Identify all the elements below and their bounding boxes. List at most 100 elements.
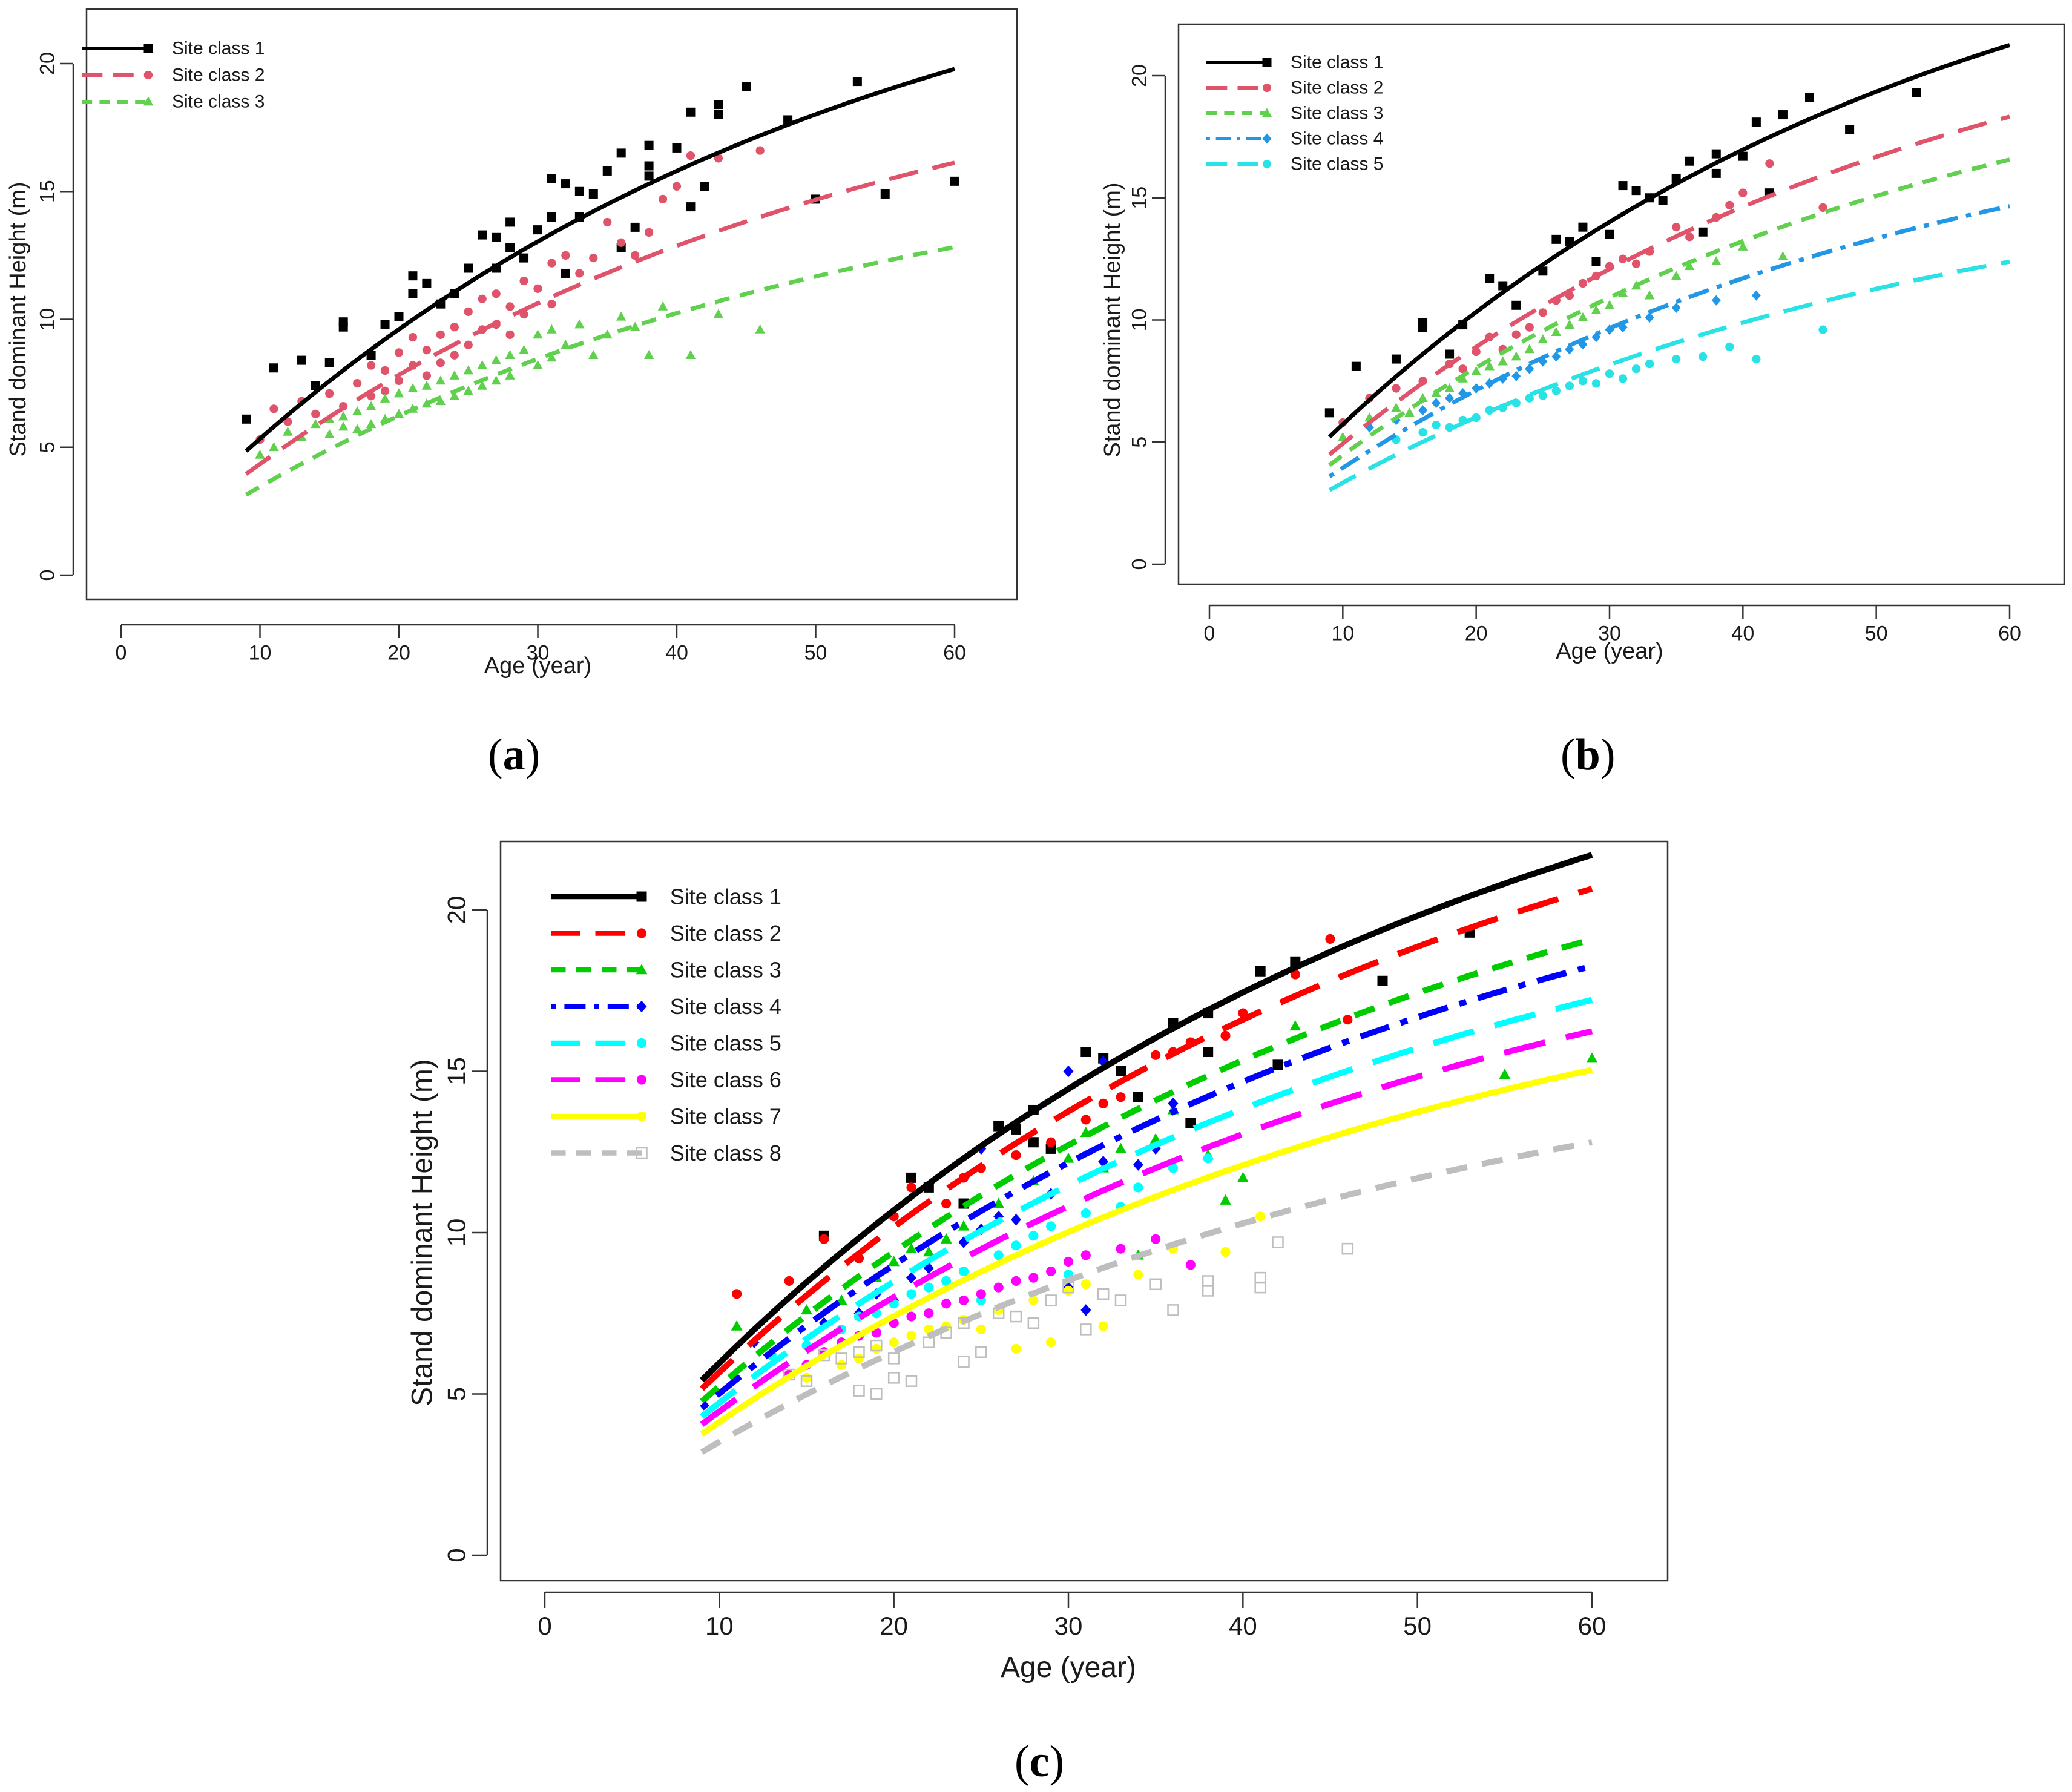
data-point [1133,1092,1143,1102]
data-point [1511,330,1521,339]
data-point [714,110,723,119]
data-point [941,1198,952,1209]
data-point [380,320,390,329]
data-point [1027,1317,1040,1329]
data-point [505,370,515,380]
data-point [1202,1285,1214,1297]
data-point [1080,1304,1091,1316]
data-point [1168,1163,1179,1173]
data-point [1080,1115,1091,1125]
legend-marker [1262,159,1272,169]
data-point [801,1372,812,1383]
legend-marker [143,96,154,106]
data-point [1391,354,1401,364]
data-point [1133,1159,1143,1171]
data-point [242,414,251,424]
data-point [1604,300,1615,309]
data-point [616,311,627,321]
data-point [1738,151,1748,161]
data-point [852,77,862,87]
data-point [561,251,570,260]
data-point [1168,1098,1179,1110]
series-line-7 [700,1067,1593,1437]
y-tick-label: 10 [36,308,59,331]
data-point [853,1353,864,1363]
series-line-2 [700,886,1593,1391]
data-point [547,324,557,334]
data-point [338,322,348,332]
data-point [1511,300,1521,310]
data-point [1063,1256,1074,1267]
data-point [1525,363,1534,374]
series-points-3 [731,1020,1598,1331]
data-point [1711,149,1721,159]
data-point [906,1182,916,1193]
data-point [1591,305,1602,314]
data-point [435,396,446,406]
data-point [1524,344,1535,354]
data-point [547,352,557,362]
data-point [1203,1047,1214,1058]
data-point [1028,1231,1039,1241]
data-point [1751,117,1761,127]
data-point [1711,295,1721,306]
data-point [353,379,362,388]
data-point [658,194,668,204]
data-point [407,383,418,392]
data-point [941,1276,952,1286]
data-point [352,424,363,433]
panel-label-a: (a) [488,730,541,780]
x-axis-label: Age (year) [484,653,591,679]
data-point [1564,319,1575,329]
x-tick-label: 30 [527,642,550,665]
data-point [1028,1295,1039,1306]
data-point [784,1276,794,1286]
data-point [1185,1260,1196,1270]
data-point [1377,975,1388,986]
data-point [533,225,542,235]
data-point [421,380,432,390]
data-point [1551,327,1562,337]
series-line-2 [1328,114,2010,456]
data-point [1698,227,1708,237]
data-point [837,1360,847,1370]
legend-item-5: Site class 5 [1206,154,1383,174]
x-tick-label: 20 [880,1612,908,1640]
x-tick-label: 20 [387,642,410,665]
data-point [1045,1294,1057,1306]
data-point [906,1331,916,1341]
data-point [906,1311,916,1322]
data-point [1237,1171,1249,1182]
legend-item-2: Site class 2 [551,921,781,946]
data-point [617,238,626,247]
data-point [269,442,279,452]
data-point [1324,408,1334,418]
data-point [422,278,432,288]
y-tick-label: 15 [36,180,59,203]
x-axis: 0 10 20 30 40 50 60 Age (year) [1204,604,2021,664]
y-axis-label: Stand dominant Height (m) [5,182,31,456]
data-point [1471,366,1481,375]
legend: Site class 1 Site class 2 Site class 3 Site… [551,884,781,1165]
data-point [394,312,404,321]
data-point [1343,1015,1353,1025]
y-tick-label: 5 [442,1387,470,1401]
legend-item-4: Site class 4 [1206,129,1383,149]
data-point [1404,407,1415,417]
legend-label: Site class 1 [670,884,781,909]
data-point [616,148,626,158]
data-point [478,294,487,303]
series-line-6 [700,1028,1593,1427]
data-point [421,398,432,408]
data-point [1149,1278,1162,1291]
data-point [492,232,501,242]
data-point [1341,1242,1354,1255]
data-point [491,355,501,364]
legend-item-5: Site class 5 [551,1031,781,1056]
data-point [976,1289,986,1299]
data-point [889,1337,899,1348]
data-point [505,217,515,227]
data-point [1586,1052,1598,1063]
data-point [1498,281,1508,291]
data-point [644,161,654,171]
